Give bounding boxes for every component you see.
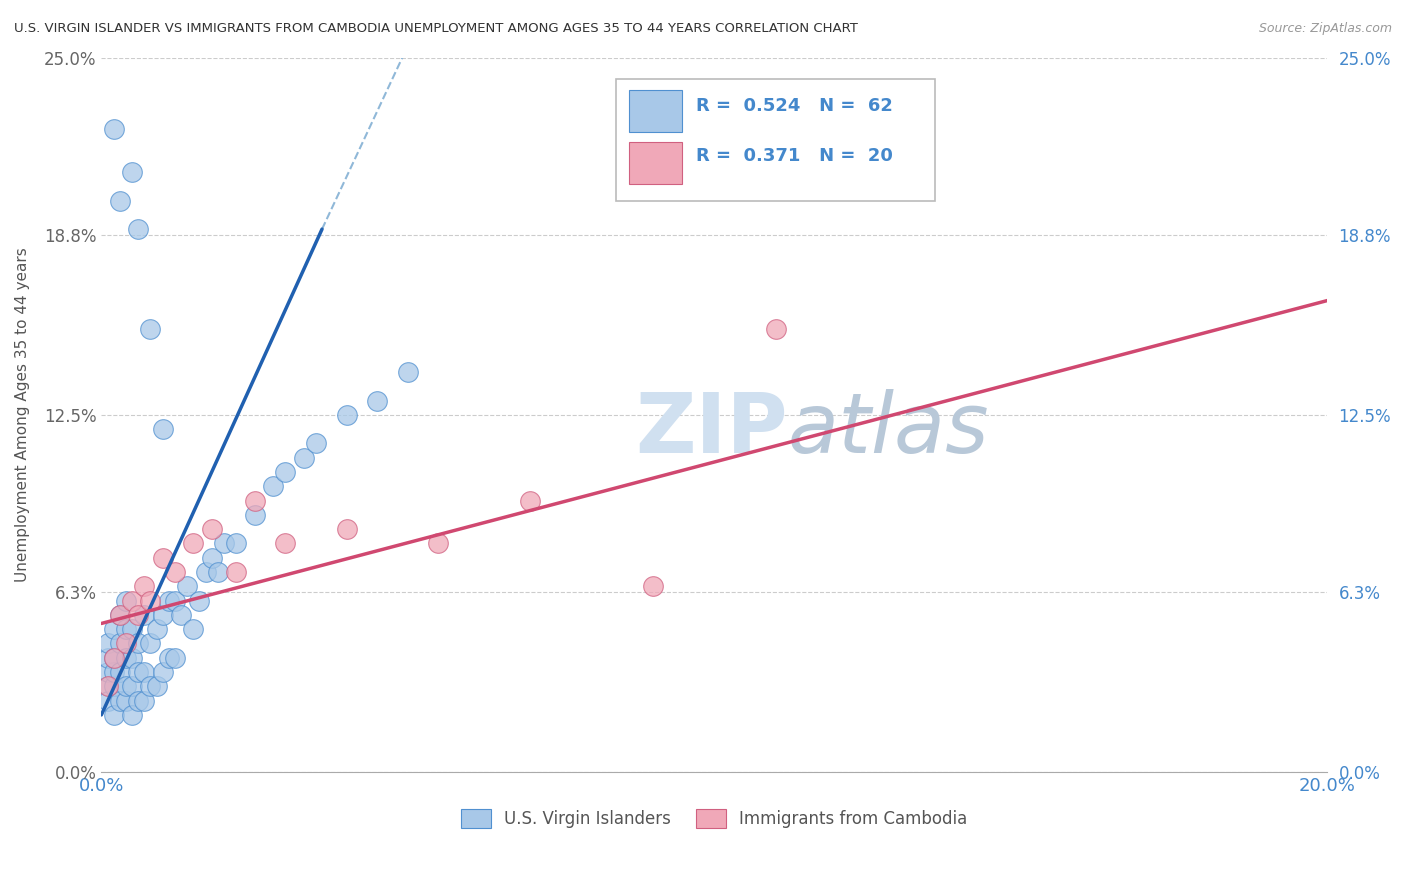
Legend: U.S. Virgin Islanders, Immigrants from Cambodia: U.S. Virgin Islanders, Immigrants from C… <box>454 803 974 835</box>
Point <box>139 322 162 336</box>
Point <box>207 565 229 579</box>
Text: R =  0.524   N =  62: R = 0.524 N = 62 <box>696 97 893 115</box>
Point <box>127 636 149 650</box>
Point <box>305 436 328 450</box>
Point <box>201 550 224 565</box>
Point <box>765 322 787 336</box>
Point <box>139 593 162 607</box>
Point <box>103 665 125 679</box>
Point <box>115 593 138 607</box>
Point <box>292 450 315 465</box>
FancyBboxPatch shape <box>628 142 682 184</box>
Point <box>96 636 118 650</box>
Point <box>96 693 118 707</box>
Point <box>145 679 167 693</box>
Point <box>181 536 204 550</box>
Point <box>115 679 138 693</box>
Point <box>134 693 156 707</box>
Text: atlas: atlas <box>787 389 990 470</box>
Text: R =  0.371   N =  20: R = 0.371 N = 20 <box>696 147 893 165</box>
Text: U.S. VIRGIN ISLANDER VS IMMIGRANTS FROM CAMBODIA UNEMPLOYMENT AMONG AGES 35 TO 4: U.S. VIRGIN ISLANDER VS IMMIGRANTS FROM … <box>14 22 858 36</box>
Point <box>121 622 143 636</box>
Point <box>121 165 143 179</box>
Point <box>115 693 138 707</box>
Point <box>108 607 131 622</box>
Point <box>152 607 174 622</box>
Point <box>274 536 297 550</box>
Point <box>115 650 138 665</box>
Point <box>103 707 125 722</box>
Point <box>115 622 138 636</box>
Point <box>127 222 149 236</box>
Point <box>396 365 419 379</box>
Point <box>103 650 125 665</box>
Point <box>103 622 125 636</box>
Point <box>335 522 357 536</box>
Point <box>108 607 131 622</box>
Point <box>163 565 186 579</box>
Point <box>170 607 193 622</box>
Point <box>176 579 198 593</box>
Point <box>139 636 162 650</box>
Point <box>243 508 266 522</box>
Point <box>181 622 204 636</box>
Text: Source: ZipAtlas.com: Source: ZipAtlas.com <box>1258 22 1392 36</box>
Point <box>152 422 174 436</box>
Point <box>225 565 247 579</box>
Point <box>139 679 162 693</box>
Point <box>121 593 143 607</box>
Point <box>115 636 138 650</box>
Point <box>108 665 131 679</box>
Point <box>225 536 247 550</box>
Y-axis label: Unemployment Among Ages 35 to 44 years: Unemployment Among Ages 35 to 44 years <box>15 247 30 582</box>
Point <box>134 607 156 622</box>
Point <box>201 522 224 536</box>
Point <box>152 550 174 565</box>
Point <box>121 650 143 665</box>
Point <box>96 679 118 693</box>
Point <box>96 650 118 665</box>
Point <box>274 465 297 479</box>
Point <box>194 565 217 579</box>
Point <box>427 536 450 550</box>
Point <box>121 679 143 693</box>
Point <box>157 650 180 665</box>
Point <box>103 679 125 693</box>
Point <box>152 665 174 679</box>
Point <box>108 194 131 208</box>
Point <box>108 693 131 707</box>
Point <box>96 679 118 693</box>
Point <box>519 493 541 508</box>
Point <box>134 665 156 679</box>
Point <box>127 607 149 622</box>
Point <box>366 393 388 408</box>
Point <box>103 650 125 665</box>
Point <box>145 622 167 636</box>
Point <box>335 408 357 422</box>
Point <box>127 665 149 679</box>
FancyBboxPatch shape <box>616 79 935 201</box>
Point <box>188 593 211 607</box>
Point <box>641 579 664 593</box>
Point <box>262 479 284 493</box>
Point <box>103 122 125 136</box>
Point <box>243 493 266 508</box>
Point <box>108 636 131 650</box>
Point <box>121 707 143 722</box>
Point <box>163 593 186 607</box>
Text: ZIP: ZIP <box>636 389 787 470</box>
Point <box>212 536 235 550</box>
Point <box>96 665 118 679</box>
Point <box>134 579 156 593</box>
FancyBboxPatch shape <box>628 90 682 132</box>
Point <box>163 650 186 665</box>
Point <box>127 693 149 707</box>
Point <box>157 593 180 607</box>
